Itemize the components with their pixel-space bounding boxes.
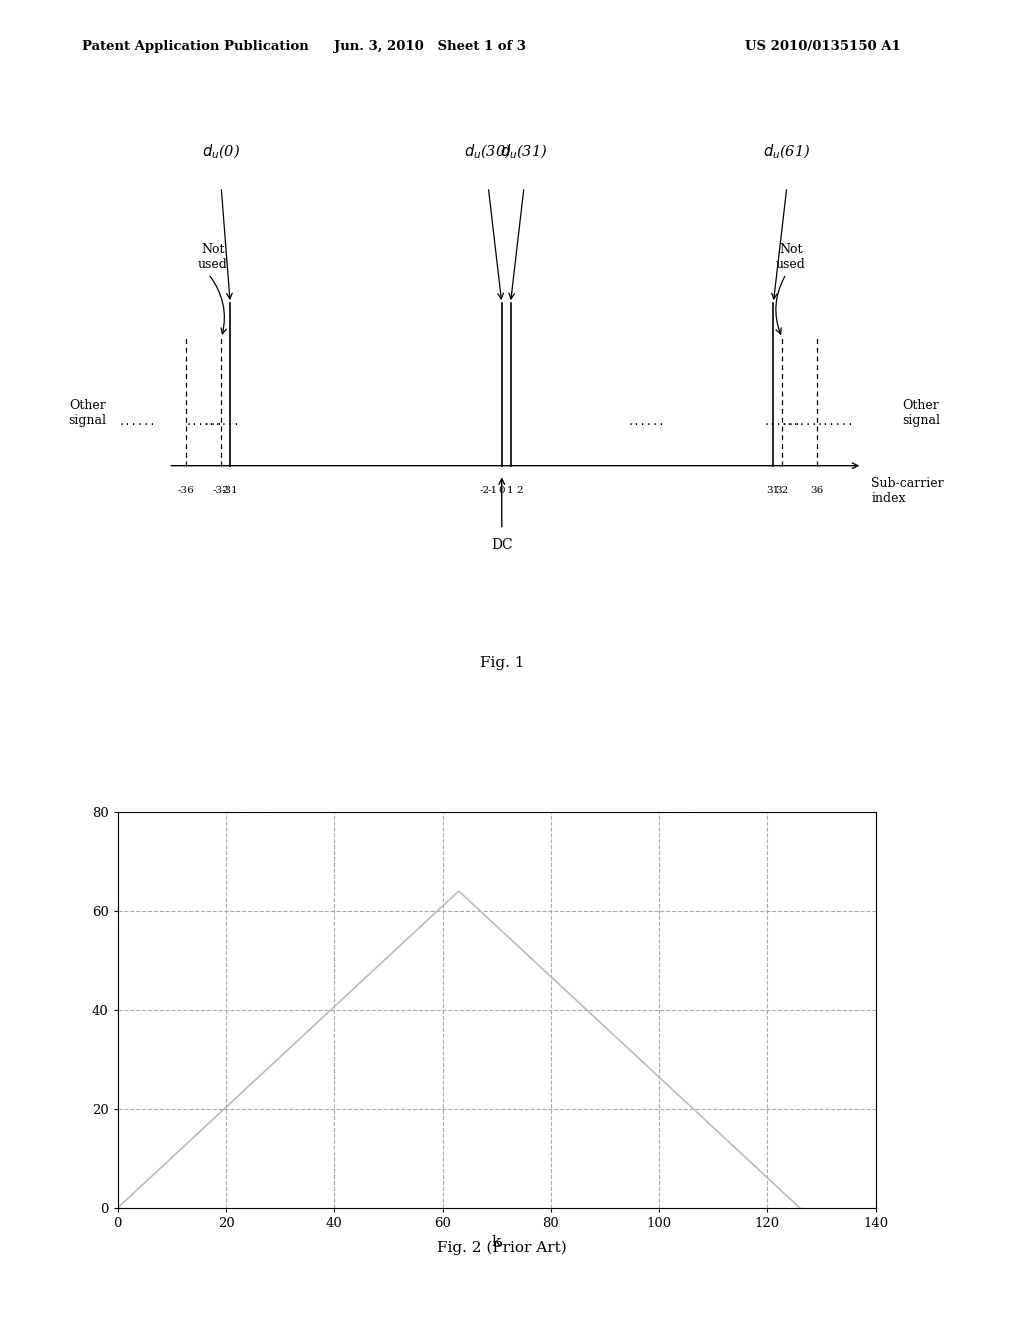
Text: Sub-carrier
index: Sub-carrier index bbox=[871, 478, 944, 506]
Text: ......: ...... bbox=[185, 417, 222, 428]
Text: 2: 2 bbox=[516, 486, 522, 495]
Text: -32: -32 bbox=[213, 486, 229, 495]
Text: US 2010/0135150 A1: US 2010/0135150 A1 bbox=[745, 40, 901, 53]
Text: Not
used: Not used bbox=[776, 243, 806, 271]
Text: $d_u$(0): $d_u$(0) bbox=[202, 143, 241, 161]
Text: 32: 32 bbox=[775, 486, 788, 495]
Text: Fig. 2 (Prior Art): Fig. 2 (Prior Art) bbox=[437, 1241, 566, 1254]
Text: $d_u$(30): $d_u$(30) bbox=[465, 143, 512, 161]
Text: ......: ...... bbox=[118, 417, 156, 428]
Text: Patent Application Publication: Patent Application Publication bbox=[82, 40, 308, 53]
Text: 36: 36 bbox=[811, 486, 823, 495]
Text: -31: -31 bbox=[222, 486, 239, 495]
Text: Not
used: Not used bbox=[198, 243, 227, 271]
Text: ......: ...... bbox=[203, 417, 240, 428]
Text: Jun. 3, 2010   Sheet 1 of 3: Jun. 3, 2010 Sheet 1 of 3 bbox=[334, 40, 526, 53]
Text: -36: -36 bbox=[178, 486, 195, 495]
Text: Fig. 1: Fig. 1 bbox=[479, 656, 524, 671]
Text: Other
signal: Other signal bbox=[902, 400, 940, 428]
Text: 31: 31 bbox=[767, 486, 780, 495]
Text: 1: 1 bbox=[507, 486, 514, 495]
Text: ......: ...... bbox=[816, 417, 854, 428]
Text: -1: -1 bbox=[488, 486, 498, 495]
Text: $d_u$(61): $d_u$(61) bbox=[763, 143, 811, 161]
Text: Other
signal: Other signal bbox=[69, 400, 106, 428]
Text: ......: ...... bbox=[781, 417, 818, 428]
Text: DC: DC bbox=[490, 539, 513, 552]
X-axis label: k: k bbox=[492, 1236, 502, 1250]
Text: ......: ...... bbox=[764, 417, 801, 428]
Text: 0: 0 bbox=[499, 486, 505, 495]
Text: $d_u$(31): $d_u$(31) bbox=[501, 143, 548, 161]
Text: -2: -2 bbox=[479, 486, 489, 495]
Text: ......: ...... bbox=[628, 417, 665, 428]
